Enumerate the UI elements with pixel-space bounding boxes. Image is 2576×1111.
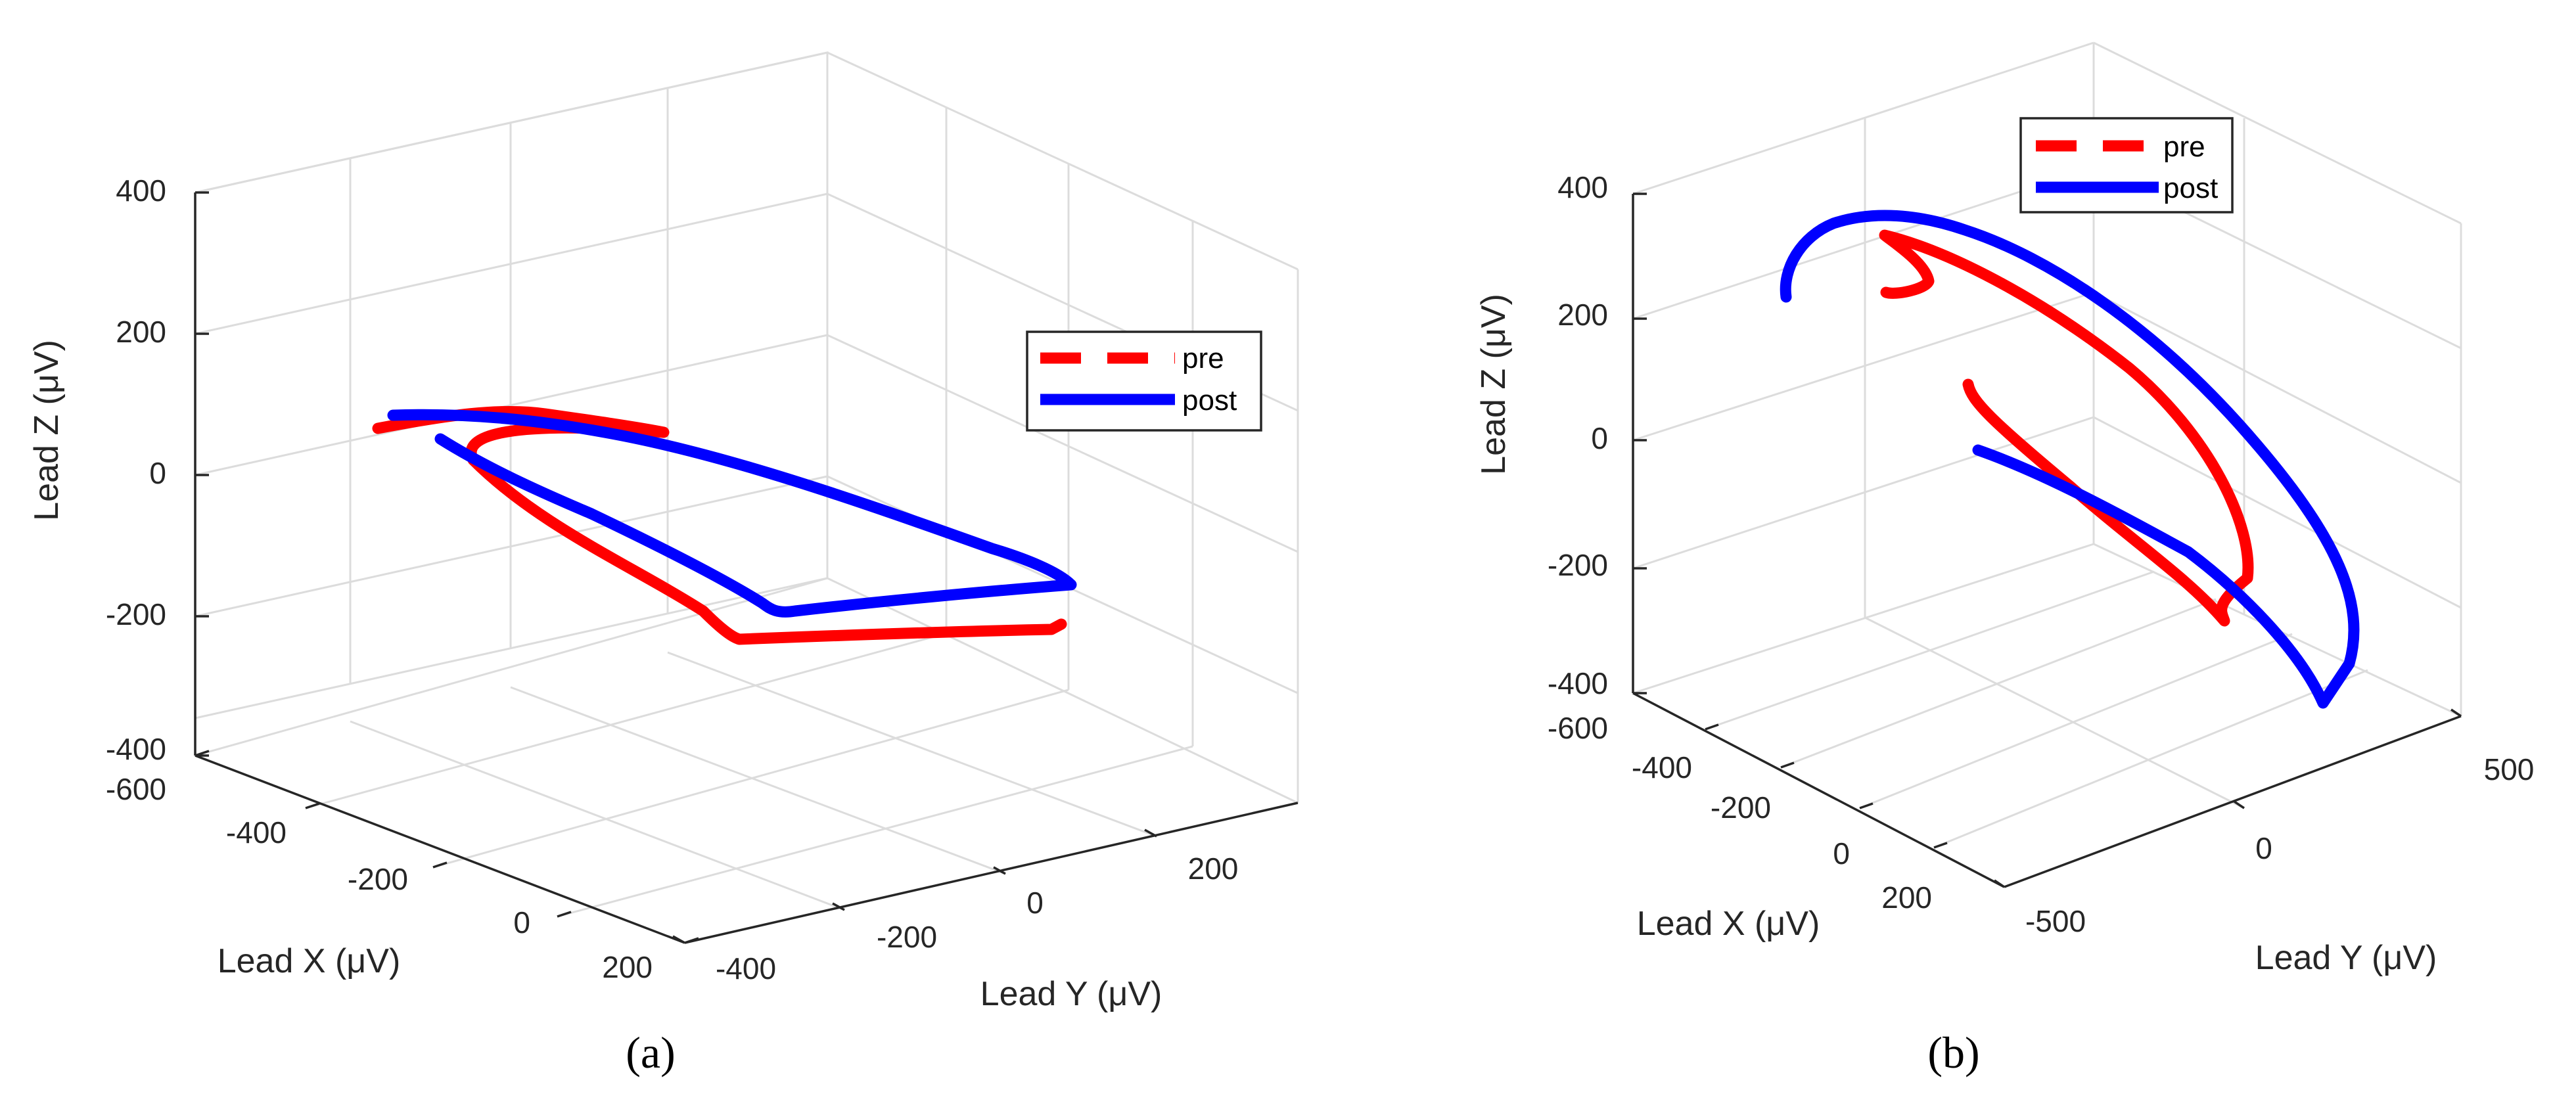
legend-b: pre post bbox=[2019, 117, 2234, 214]
x-tick-labels-b: -600 -400 -200 0 200 bbox=[1548, 711, 1932, 915]
x-axis-label-a: Lead X (μV) bbox=[218, 942, 401, 980]
z-tick-label: -200 bbox=[1548, 548, 1608, 582]
x-tick-label: 200 bbox=[602, 950, 653, 984]
z-tick-label: -400 bbox=[106, 732, 166, 766]
x-tick-label: -400 bbox=[1632, 750, 1692, 784]
y-tick-labels-a: -400 -200 0 200 bbox=[716, 851, 1238, 986]
axes-a bbox=[194, 191, 1299, 944]
x-tick-label: -600 bbox=[1548, 711, 1608, 745]
legend-box-a bbox=[1026, 330, 1262, 432]
y-tick-label: 0 bbox=[1026, 886, 1044, 920]
z-axis-label-a: Lead Z (μV) bbox=[28, 340, 66, 521]
x-tick-label: 200 bbox=[1881, 880, 1932, 915]
panel-label-b: (b) bbox=[1927, 1028, 1979, 1077]
axes-b bbox=[1632, 193, 2462, 888]
z-tick-label: 400 bbox=[116, 173, 166, 208]
chart-panel-b: 400 200 0 -200 -400 -600 -400 -200 0 200… bbox=[1475, 41, 2534, 1077]
z-axis-label-b: Lead Z (μV) bbox=[1475, 294, 1513, 475]
chart-panel-a: 400 200 0 -200 -400 -600 -400 -200 0 200… bbox=[28, 51, 1299, 1077]
z-tick-label: -400 bbox=[1548, 666, 1608, 700]
y-tick-label: 0 bbox=[2255, 831, 2272, 865]
x-tick-labels-a: -600 -400 -200 0 200 bbox=[106, 772, 653, 984]
series-pre-a bbox=[372, 405, 1067, 645]
y-tick-labels-b: -500 0 500 bbox=[2025, 752, 2534, 938]
z-tick-labels-a: 400 200 0 -200 -400 bbox=[106, 173, 166, 766]
x-tick-label: 0 bbox=[1833, 836, 1850, 871]
y-tick-label: -500 bbox=[2025, 904, 2086, 938]
x-tick-label: -200 bbox=[348, 862, 408, 896]
z-tick-label: 200 bbox=[1557, 298, 1608, 332]
x-tick-label: -600 bbox=[106, 772, 166, 806]
z-tick-label: 0 bbox=[149, 456, 166, 490]
legend-a: pre post bbox=[1026, 330, 1262, 432]
legend-box-b bbox=[2019, 117, 2234, 214]
series-post-a bbox=[387, 409, 1077, 618]
x-tick-label: -200 bbox=[1711, 790, 1771, 825]
legend-label-pre-a: pre bbox=[1182, 342, 1224, 374]
z-tick-label: -200 bbox=[106, 597, 166, 631]
panel-label-a: (a) bbox=[626, 1028, 675, 1077]
z-tick-label: 400 bbox=[1557, 170, 1608, 204]
z-tick-label: 0 bbox=[1591, 421, 1608, 455]
legend-label-post-b: post bbox=[2163, 172, 2218, 204]
z-tick-labels-b: 400 200 0 -200 -400 bbox=[1548, 170, 1608, 700]
y-tick-label: -200 bbox=[877, 920, 937, 954]
legend-label-post-a: post bbox=[1182, 384, 1237, 417]
grid-a bbox=[194, 51, 1299, 918]
z-tick-label: 200 bbox=[116, 315, 166, 349]
y-axis-label-b: Lead Y (μV) bbox=[2255, 939, 2437, 977]
y-tick-label: 200 bbox=[1188, 851, 1239, 886]
series-pre-b bbox=[1879, 229, 2254, 627]
x-tick-label: 0 bbox=[513, 905, 530, 940]
x-axis-label-b: Lead X (μV) bbox=[1637, 905, 1820, 943]
series-post-b bbox=[1780, 210, 2360, 709]
legend-label-pre-b: pre bbox=[2163, 131, 2205, 163]
x-tick-label: -400 bbox=[226, 815, 287, 850]
y-axis-label-a: Lead Y (μV) bbox=[980, 975, 1162, 1013]
y-tick-label: 500 bbox=[2484, 752, 2535, 786]
y-tick-label: -400 bbox=[716, 951, 776, 986]
